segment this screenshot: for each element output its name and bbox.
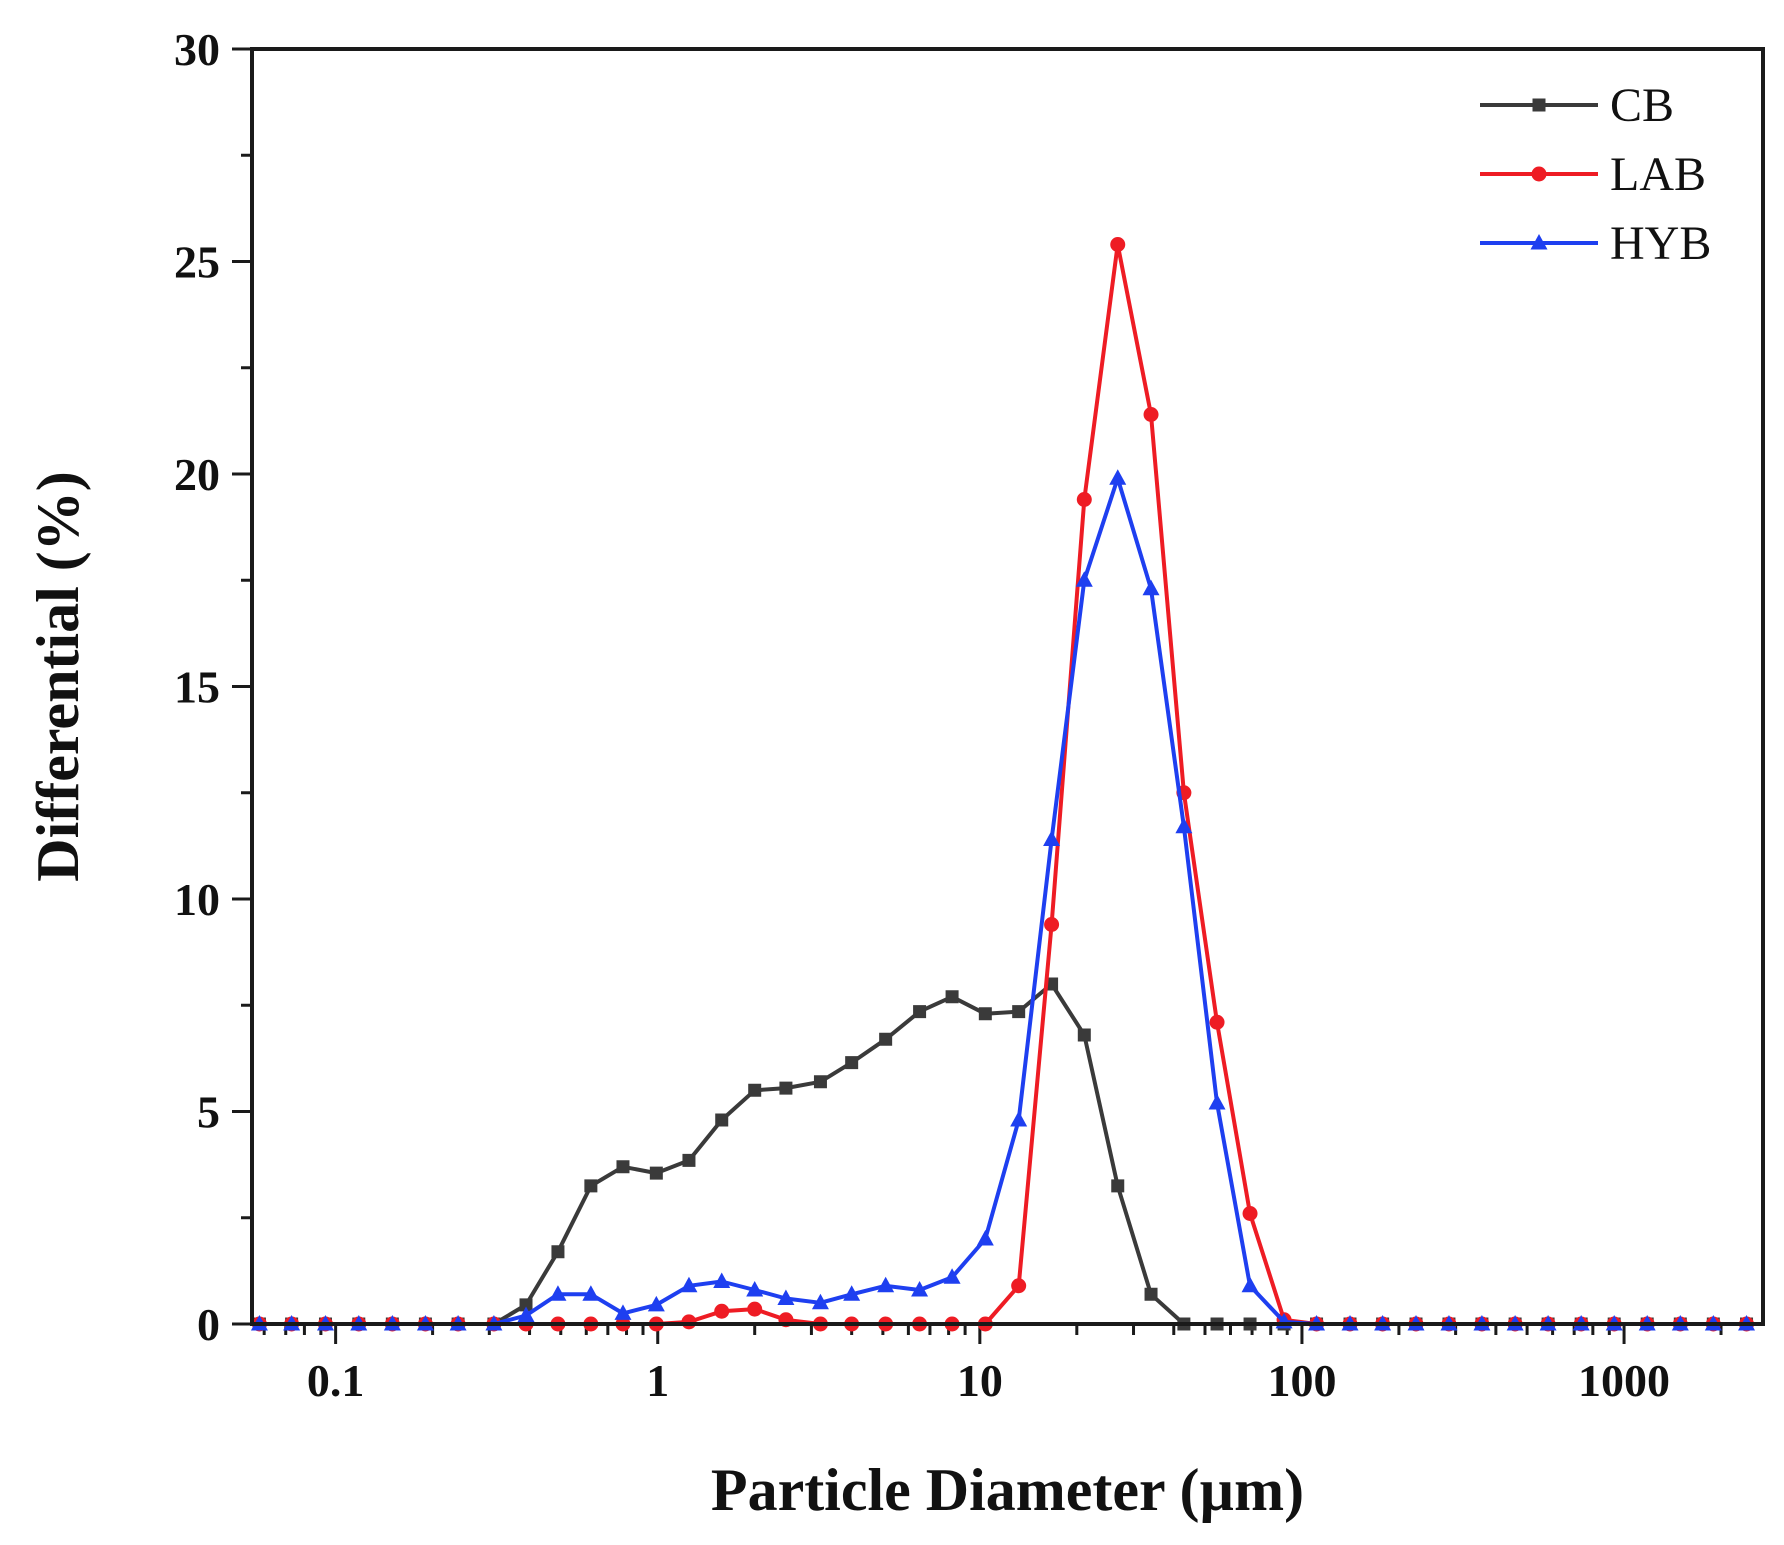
legend-item-cb: CB [1480,79,1674,132]
legend-marker-lab [1531,166,1547,182]
y-tick-label: 10 [174,874,220,925]
data-point-hyb [1241,1276,1259,1293]
data-point-cb [1012,1005,1026,1019]
data-point-cb [945,990,959,1004]
data-point-cb [879,1032,893,1046]
data-point-lab [1076,492,1092,507]
data-point-hyb [843,1285,861,1301]
data-point-cb [551,1245,565,1259]
legend-label-lab: LAB [1610,148,1706,201]
legend-item-hyb: HYB [1480,217,1711,270]
y-axis-title: Differential (%) [25,471,91,881]
data-point-cb [748,1083,762,1097]
data-point-lab [1242,1206,1258,1221]
x-tick-label: 10 [957,1355,1003,1406]
data-point-hyb [582,1285,600,1301]
data-point-hyb [1109,469,1127,485]
y-tick-label: 0 [197,1299,220,1350]
data-point-hyb [976,1230,994,1246]
series-hyb [250,469,1756,1331]
y-tick-label: 30 [174,24,220,75]
legend: CB LAB HYB [1480,79,1711,270]
data-point-cb [978,1007,992,1021]
x-tick-label: 1 [646,1355,669,1406]
data-point-lab [681,1314,697,1330]
data-point-cb [779,1081,793,1095]
data-point-hyb [647,1295,665,1312]
legend-item-lab: LAB [1480,148,1706,201]
data-point-lab [1143,407,1159,422]
data-point-lab [1209,1014,1225,1030]
y-tick-label: 15 [174,662,220,713]
x-tick-label: 1000 [1578,1355,1670,1406]
tick-labels: 0 5 10 15 20 25 30 0.1 1 10 100 1000 [174,24,1670,1406]
data-point-lab [747,1301,763,1317]
axis-ticks [232,47,1723,1344]
data-point-hyb [746,1281,764,1297]
data-point-cb [616,1160,630,1174]
data-point-hyb [549,1285,567,1301]
data-point-hyb [911,1281,929,1297]
data-point-cb [682,1153,696,1167]
plot-frame [250,47,1765,1326]
x-tick-label: 0.1 [307,1355,365,1406]
data-point-cb [584,1179,598,1193]
data-point-hyb [1075,571,1093,587]
y-tick-label: 5 [197,1087,220,1138]
data-point-hyb [777,1289,795,1305]
data-point-hyb [811,1293,829,1310]
legend-marker-hyb [1530,234,1548,250]
series-line-cb [259,982,1747,1326]
legend-marker-cb [1532,98,1546,112]
data-point-hyb [1010,1111,1028,1127]
data-point-cb [519,1298,533,1312]
data-point-hyb [1043,830,1061,846]
series-lab [251,237,1755,1332]
series-line-lab [259,242,1747,1326]
x-axis-title: Particle Diameter (µm) [711,1457,1304,1523]
y-tick-label: 25 [174,237,220,288]
data-point-hyb [680,1276,698,1293]
data-point-cb [1077,1028,1091,1042]
x-tick-label: 100 [1267,1355,1336,1406]
series-line-hyb [259,476,1747,1326]
data-point-lab [1011,1278,1027,1294]
series-cb [252,977,1754,1331]
y-tick-label: 20 [174,449,220,500]
data-point-cb [845,1056,859,1070]
data-point-hyb [614,1304,632,1320]
legend-label-hyb: HYB [1610,217,1711,270]
data-point-hyb [877,1276,895,1293]
data-point-cb [649,1166,663,1180]
data-point-hyb [943,1268,961,1284]
data-point-cb [1111,1179,1125,1193]
data-point-lab [714,1303,730,1319]
data-point-hyb [713,1272,731,1288]
data-point-hyb [1208,1094,1226,1110]
series-layer [250,237,1756,1332]
data-point-lab [1044,917,1060,932]
data-point-hyb [1175,817,1193,834]
legend-label-cb: CB [1610,79,1674,132]
data-point-cb [1144,1287,1158,1301]
data-point-hyb [517,1306,535,1322]
data-point-cb [715,1113,729,1127]
data-point-hyb [1142,579,1160,596]
data-point-cb [813,1075,827,1089]
data-point-cb [913,1005,927,1019]
data-point-lab [1110,237,1126,252]
